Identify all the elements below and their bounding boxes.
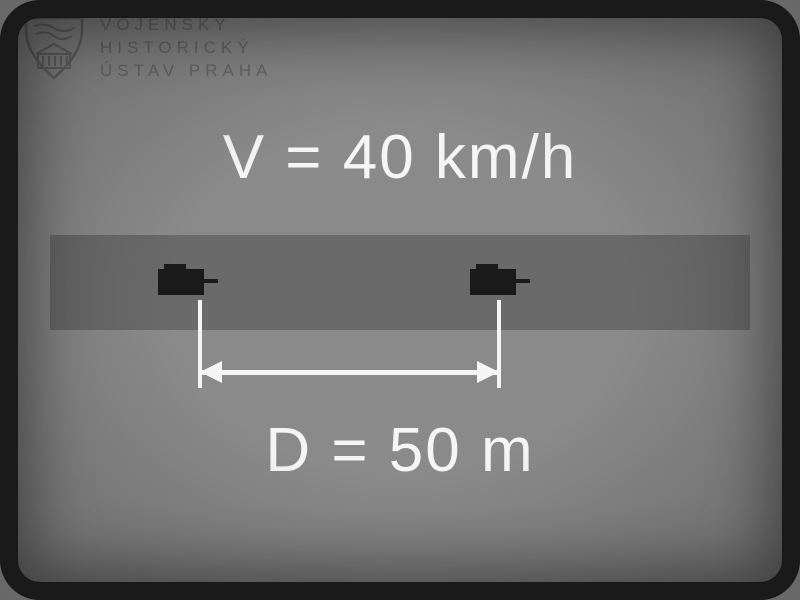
tank-icon: [470, 269, 516, 295]
watermark-line2: HISTORICKÝ: [100, 37, 272, 60]
watermark: VOJENSKÝ HISTORICKÝ ÚSTAV PRAHA: [20, 14, 272, 83]
diagram-content: VOJENSKÝ HISTORICKÝ ÚSTAV PRAHA V = 40 k…: [0, 0, 800, 600]
dimension-arrow: [202, 370, 497, 375]
speed-label: V = 40 km/h: [223, 122, 578, 193]
watermark-line1: VOJENSKÝ: [100, 14, 272, 37]
watermark-logo-icon: [20, 14, 88, 82]
watermark-line3: ÚSTAV PRAHA: [100, 60, 272, 83]
distance-label: D = 50 m: [265, 415, 534, 486]
road-strip: [50, 235, 750, 330]
watermark-text: VOJENSKÝ HISTORICKÝ ÚSTAV PRAHA: [100, 14, 272, 83]
tank-icon: [158, 269, 204, 295]
